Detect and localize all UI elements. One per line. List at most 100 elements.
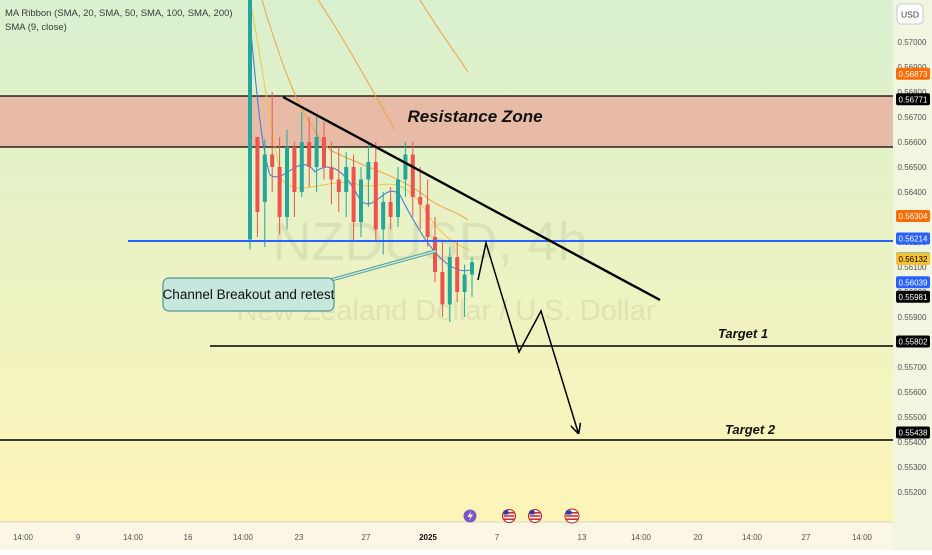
us-flag-icon[interactable] [564, 508, 580, 524]
price-badge [896, 210, 930, 222]
candle-body [388, 202, 393, 217]
resistance-zone[interactable] [0, 96, 893, 147]
price-tick-label: 0.56600 [898, 138, 927, 147]
price-badge [896, 67, 930, 80]
time-tick-label: 27 [802, 533, 811, 542]
descending-trendline[interactable] [282, 95, 661, 302]
candle-body [270, 154, 275, 167]
us-flag-icon[interactable] [502, 509, 516, 523]
legend-ma-ribbon[interactable]: MA Ribbon (SMA, 20, SMA, 50, SMA, 100, S… [5, 8, 233, 19]
candle-body [366, 162, 371, 180]
time-tick-label: 27 [362, 533, 371, 542]
price-badge [896, 253, 930, 265]
currency-button[interactable] [896, 3, 924, 25]
lightning-icon[interactable] [463, 509, 477, 523]
price-badge-label: 0.56214 [899, 235, 928, 244]
price-badge-label: 0.56039 [899, 278, 928, 287]
candle-body [447, 257, 452, 305]
time-tick-label: 16 [184, 533, 193, 542]
price-tick-label: 0.56800 [898, 88, 927, 97]
price-badge [896, 276, 930, 289]
time-tick-label: 2025 [419, 533, 437, 542]
time-axis-background [0, 522, 893, 550]
time-tick-label: 7 [495, 533, 500, 542]
price-badge [896, 426, 930, 439]
candle-body [410, 154, 415, 197]
projection-path[interactable] [477, 240, 578, 432]
target2-label: Target 2 [725, 422, 776, 437]
candle-body [403, 154, 408, 180]
target1-label: Target 1 [718, 326, 768, 341]
price-tick-label: 0.55700 [898, 363, 927, 372]
price-tick-label: 0.56700 [898, 113, 927, 122]
candle-body [462, 274, 467, 292]
candle-body [285, 147, 289, 217]
price-badge-label: 0.56132 [899, 255, 928, 264]
candle-body [433, 237, 437, 272]
candle-body [292, 147, 297, 192]
price-tick-label: 0.55900 [898, 313, 927, 322]
candle-body [314, 137, 319, 167]
price-badge-label: 0.56873 [899, 70, 928, 79]
time-tick-label: 20 [694, 533, 703, 542]
price-badge-label: 0.55802 [899, 338, 928, 347]
time-axis-labels: 14:00 9 14:00 16 14:00 23 27 2025 7 13 14:00 20 14:0… [13, 533, 873, 542]
channel-breakout-label: Channel Breakout and retest [163, 287, 335, 302]
time-tick-label: 14:00 [233, 533, 254, 542]
legend-sma9[interactable]: SMA (9, close) [5, 22, 67, 33]
price-tick-label: 0.55400 [898, 438, 927, 447]
time-tick-label: 14:00 [742, 533, 763, 542]
chart-background [0, 0, 893, 522]
time-tick-label: 14:00 [13, 533, 34, 542]
candle-body [277, 167, 282, 217]
ma-line-50 [261, 0, 469, 221]
price-tick-label: 0.55500 [898, 413, 927, 422]
price-badge-label: 0.56771 [899, 95, 928, 104]
resistance-zone-label: Resistance Zone [407, 107, 542, 126]
time-tick-label: 23 [295, 533, 304, 542]
candle-body [418, 197, 423, 205]
candle-body [455, 257, 460, 292]
us-flag-icon[interactable] [528, 509, 542, 523]
candle-body [351, 167, 356, 222]
time-tick-label: 14:00 [123, 533, 144, 542]
time-tick-label: 9 [76, 533, 81, 542]
callout-pointer [319, 250, 437, 284]
currency-button-label: USD [901, 10, 919, 20]
candle-body [255, 137, 260, 212]
price-tick-label: 0.56400 [898, 188, 927, 197]
candle-body [396, 179, 400, 217]
channel-breakout-callout[interactable] [162, 277, 335, 312]
candles-group [248, 0, 474, 322]
candle-body [248, 0, 252, 240]
price-badge [896, 335, 930, 348]
price-badge [896, 93, 930, 106]
price-tick-label: 0.57000 [898, 38, 927, 47]
candle-body [262, 154, 267, 202]
price-tick-label: 0.55200 [898, 488, 927, 497]
price-tick-label: 0.55300 [898, 463, 927, 472]
candle-body [373, 162, 378, 230]
candle-body [344, 167, 349, 192]
time-tick-label: 14:00 [852, 533, 873, 542]
candle-body [307, 142, 312, 167]
time-tick-label: 13 [578, 533, 587, 542]
candle-body [336, 179, 341, 192]
price-badge-label: 0.55981 [899, 293, 928, 302]
price-badge-label: 0.56304 [899, 212, 928, 221]
price-tick-label: 0.56100 [898, 263, 927, 272]
time-tick-label: 14:00 [631, 533, 652, 542]
candle-body [381, 202, 386, 230]
candle-body [329, 167, 334, 180]
candle-body [299, 142, 304, 192]
price-tick-label: 0.56900 [898, 63, 927, 72]
price-badge-label: 0.55438 [899, 429, 928, 438]
candle-body [359, 179, 363, 222]
price-badge [896, 232, 930, 245]
candle-body [470, 262, 474, 275]
price-badge [896, 290, 930, 303]
candle-body [425, 204, 430, 237]
price-axis-badges: 0.568730.567710.563040.562140.561340.561… [896, 67, 930, 439]
